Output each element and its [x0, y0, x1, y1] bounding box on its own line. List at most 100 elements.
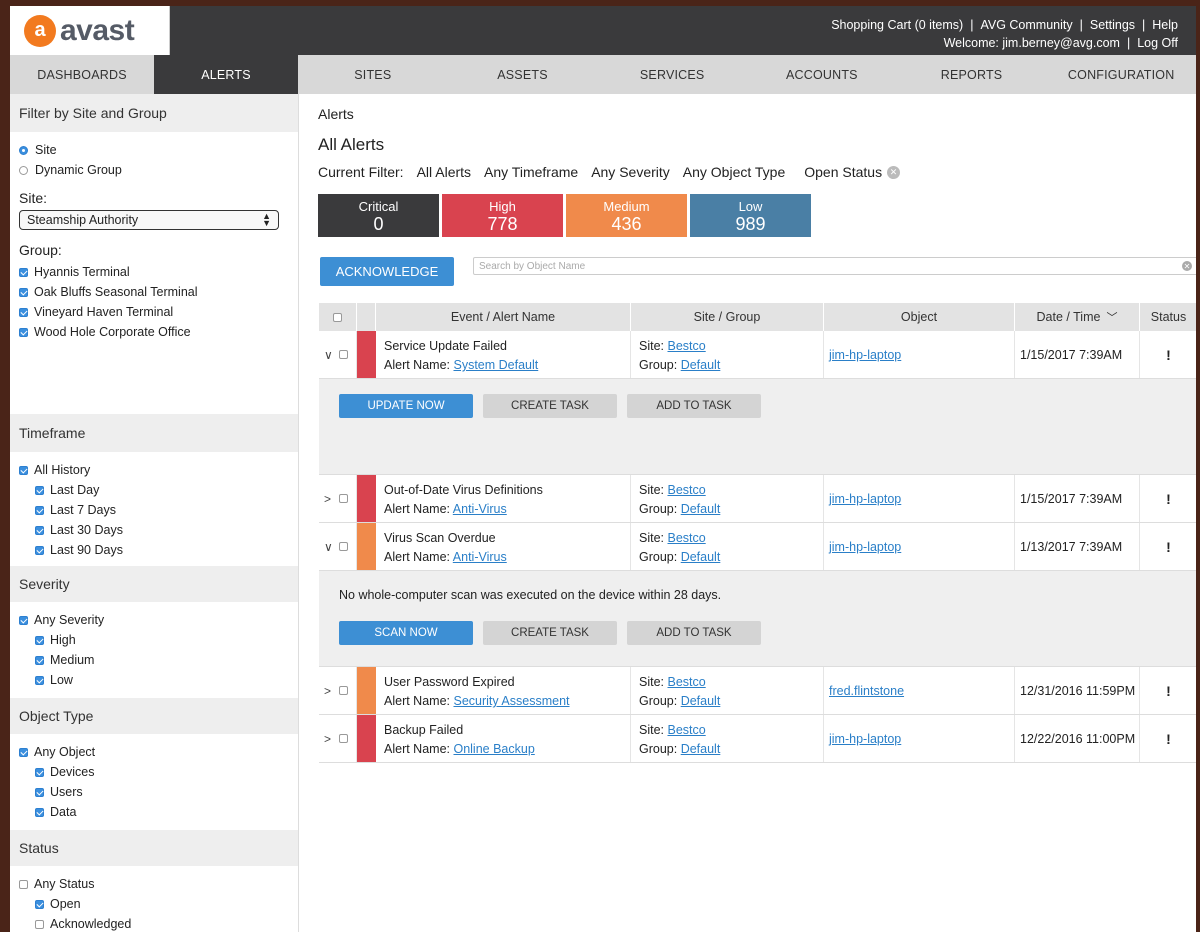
site-link[interactable]: Bestco: [667, 531, 706, 545]
alert-name-link[interactable]: Online Backup: [453, 742, 535, 756]
object-link[interactable]: jim-hp-laptop: [829, 539, 902, 554]
checkbox-checked-icon[interactable]: [35, 675, 44, 685]
avg-community-link[interactable]: AVG Community: [980, 18, 1073, 32]
add-to-task-button[interactable]: ADD TO TASK: [627, 394, 761, 418]
table-row[interactable]: ∨ Service Update Failed Alert Name: Syste…: [319, 331, 1196, 379]
dynamic-group-mode-option[interactable]: Dynamic Group: [19, 160, 289, 180]
nav-assets[interactable]: ASSETS: [497, 67, 548, 82]
site-link[interactable]: Bestco: [667, 339, 706, 353]
object-type-option[interactable]: Data: [19, 802, 289, 822]
select-all-checkbox[interactable]: [333, 312, 342, 322]
status-column-header[interactable]: Status: [1140, 303, 1196, 331]
table-row[interactable]: > Backup Failed Alert Name: Online Backup…: [319, 715, 1196, 763]
status-open-option[interactable]: Open: [19, 894, 289, 914]
site-column-header[interactable]: Site / Group: [631, 303, 824, 331]
site-link[interactable]: Bestco: [667, 723, 706, 737]
create-task-button[interactable]: CREATE TASK: [483, 621, 617, 645]
site-mode-option[interactable]: Site: [19, 140, 289, 160]
radio-icon[interactable]: [19, 165, 28, 175]
site-link[interactable]: Bestco: [667, 483, 706, 497]
checkbox-checked-icon[interactable]: [35, 655, 44, 665]
severity-all-option[interactable]: Any Severity: [19, 610, 289, 630]
group-link[interactable]: Default: [680, 502, 721, 516]
expand-chevron-icon[interactable]: >: [324, 731, 332, 746]
checkbox-icon[interactable]: [19, 879, 28, 889]
table-row[interactable]: ∨ Virus Scan Overdue Alert Name: Anti-Vir…: [319, 523, 1196, 571]
group-option[interactable]: Oak Bluffs Seasonal Terminal: [19, 282, 289, 302]
avast-logo[interactable]: a avast: [10, 6, 170, 55]
timeframe-option[interactable]: Last Day: [19, 480, 289, 500]
checkbox-checked-icon[interactable]: [19, 267, 28, 277]
radio-selected-icon[interactable]: [19, 145, 28, 155]
severity-low-tile[interactable]: Low 989: [690, 194, 811, 237]
group-link[interactable]: Default: [680, 358, 721, 372]
object-link[interactable]: jim-hp-laptop: [829, 347, 902, 362]
help-link[interactable]: Help: [1152, 18, 1178, 32]
alert-name-link[interactable]: System Default: [453, 358, 539, 372]
alert-name-link[interactable]: Anti-Virus: [452, 550, 507, 564]
checkbox-checked-icon[interactable]: [35, 899, 44, 909]
checkbox-checked-icon[interactable]: [19, 287, 28, 297]
checkbox-checked-icon[interactable]: [35, 485, 44, 495]
severity-option[interactable]: Medium: [19, 650, 289, 670]
nav-accounts[interactable]: ACCOUNTS: [785, 67, 858, 82]
group-option[interactable]: Vineyard Haven Terminal: [19, 302, 289, 322]
event-column-header[interactable]: Event / Alert Name: [376, 303, 631, 331]
nav-services[interactable]: SERVICES: [639, 67, 705, 82]
severity-option[interactable]: Low: [19, 670, 289, 690]
timeframe-all-option[interactable]: All History: [19, 460, 289, 480]
breadcrumb[interactable]: Alerts: [318, 106, 354, 122]
checkbox-checked-icon[interactable]: [19, 615, 28, 625]
timeframe-option[interactable]: Last 90 Days: [19, 540, 289, 560]
site-link[interactable]: Bestco: [667, 675, 706, 689]
expand-chevron-icon[interactable]: >: [324, 683, 332, 698]
expand-chevron-icon[interactable]: >: [324, 491, 332, 506]
timeframe-option[interactable]: Last 7 Days: [19, 500, 289, 520]
severity-medium-tile[interactable]: Medium 436: [566, 194, 687, 237]
group-link[interactable]: Default: [680, 550, 721, 564]
object-type-option[interactable]: Devices: [19, 762, 289, 782]
checkbox-checked-icon[interactable]: [35, 505, 44, 515]
logoff-link[interactable]: Log Off: [1137, 36, 1178, 50]
row-checkbox[interactable]: [339, 350, 348, 359]
add-to-task-button[interactable]: ADD TO TASK: [627, 621, 761, 645]
table-row[interactable]: > User Password Expired Alert Name: Secur…: [319, 667, 1196, 715]
checkbox-icon[interactable]: [35, 919, 44, 929]
group-option[interactable]: Hyannis Terminal: [19, 262, 289, 282]
row-checkbox[interactable]: [339, 494, 348, 503]
nav-reports[interactable]: REPORTS: [940, 67, 1003, 82]
alert-name-link[interactable]: Anti-Virus: [452, 502, 507, 516]
alert-name-link[interactable]: Security Assessment: [453, 694, 570, 708]
clear-filter-icon[interactable]: ✕: [887, 165, 901, 179]
row-checkbox[interactable]: [339, 542, 348, 551]
clear-search-icon[interactable]: ✕: [1182, 261, 1192, 271]
checkbox-checked-icon[interactable]: [35, 767, 44, 777]
severity-high-tile[interactable]: High 778: [442, 194, 563, 237]
group-link[interactable]: Default: [680, 742, 721, 756]
checkbox-checked-icon[interactable]: [35, 635, 44, 645]
checkbox-checked-icon[interactable]: [19, 327, 28, 337]
object-link[interactable]: jim-hp-laptop: [829, 491, 902, 506]
object-link[interactable]: fred.flintstone: [829, 683, 905, 698]
checkbox-checked-icon[interactable]: [19, 465, 28, 475]
settings-link[interactable]: Settings: [1089, 18, 1136, 32]
collapse-chevron-icon[interactable]: ∨: [324, 347, 333, 362]
row-checkbox[interactable]: [339, 734, 348, 743]
nav-alerts[interactable]: ALERTS: [154, 55, 298, 94]
create-task-button[interactable]: CREATE TASK: [483, 394, 617, 418]
status-all-option[interactable]: Any Status: [19, 874, 289, 894]
object-column-header[interactable]: Object: [824, 303, 1015, 331]
scan-now-button[interactable]: SCAN NOW: [339, 621, 473, 645]
row-checkbox[interactable]: [339, 686, 348, 695]
checkbox-checked-icon[interactable]: [35, 807, 44, 817]
date-column-header[interactable]: Date / Time ﹀: [1015, 303, 1140, 331]
checkbox-checked-icon[interactable]: [35, 525, 44, 535]
severity-critical-tile[interactable]: Critical 0: [318, 194, 439, 237]
update-now-button[interactable]: UPDATE NOW: [339, 394, 473, 418]
checkbox-checked-icon[interactable]: [35, 787, 44, 797]
collapse-chevron-icon[interactable]: ∨: [324, 539, 333, 554]
checkbox-checked-icon[interactable]: [19, 307, 28, 317]
object-type-all-option[interactable]: Any Object: [19, 742, 289, 762]
status-acknowledged-option[interactable]: Acknowledged: [19, 914, 289, 932]
search-input[interactable]: Search by Object Name ✕: [473, 257, 1196, 275]
